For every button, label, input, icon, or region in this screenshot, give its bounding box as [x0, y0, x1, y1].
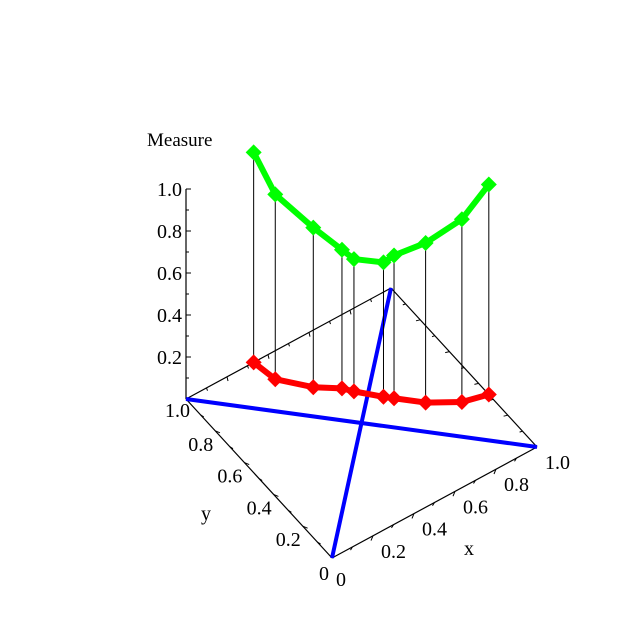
y-tick [273, 493, 279, 497]
projection-point [267, 371, 284, 388]
back-x-tick [267, 354, 270, 359]
x-tick-label: 1.0 [545, 452, 570, 474]
x-tick [432, 502, 435, 506]
diagonal-line [185, 397, 538, 449]
back-y-tick [415, 319, 421, 322]
y-tick-label: 0.2 [276, 529, 301, 551]
y-tick-label: 0 [319, 563, 329, 585]
back-x-tick [226, 376, 229, 382]
z-axis-title: Measure [147, 130, 212, 151]
x-axis-title: x [464, 538, 474, 560]
x-tick [452, 491, 456, 497]
curve-point [417, 234, 434, 251]
projection-point [305, 379, 322, 396]
projection-point [386, 390, 403, 407]
back-y-tick [503, 414, 508, 417]
x-tick [391, 524, 394, 529]
curve-point [333, 241, 350, 258]
y-tick-label: 0.8 [188, 434, 213, 456]
projection-curve [245, 354, 497, 411]
measure-curve [245, 144, 497, 271]
z-tick-label: 1.0 [157, 179, 182, 201]
projection-point [417, 394, 434, 411]
x-tick [350, 546, 353, 551]
projection-point [375, 388, 392, 405]
y-tick [244, 462, 250, 466]
y-tick [215, 430, 221, 434]
x-tick [493, 469, 497, 475]
back-x-tick [206, 387, 208, 391]
projection-point [245, 354, 262, 371]
curve-line [250, 150, 492, 266]
back-y-tick [474, 382, 479, 385]
back-x-tick [247, 365, 249, 369]
curve-point [480, 176, 497, 193]
curve-point [375, 254, 392, 271]
z-tick-label: 0.4 [157, 305, 182, 327]
x-tick-label: 0.8 [504, 474, 529, 496]
y-tick [287, 509, 292, 513]
y-tick [258, 478, 263, 481]
back-y-tick [431, 335, 435, 338]
z-tick-label: 0.2 [157, 347, 182, 369]
axes [185, 188, 538, 559]
back-x-tick [349, 310, 352, 315]
back-y-tick [402, 303, 406, 306]
back-x-tick [370, 298, 372, 303]
curve-point [267, 186, 284, 203]
tick-labels: 00.20.40.60.81.000.20.40.60.81.00.20.40.… [157, 179, 570, 591]
y-tick-label: 1.0 [165, 400, 190, 422]
x-tick-label: 0.6 [463, 496, 488, 518]
projection-point [480, 386, 497, 403]
projection-point [345, 383, 362, 400]
y-tick [229, 446, 234, 450]
diagonal-lines [185, 287, 538, 559]
x-tick-label: 0 [336, 569, 346, 591]
back-y-tick [519, 430, 523, 433]
back-x-tick [288, 343, 290, 347]
back-y-tick [445, 351, 450, 354]
x-tick [473, 480, 476, 484]
x-tick-label: 0.2 [381, 541, 406, 563]
y-tick [302, 525, 308, 529]
x-tick [514, 457, 517, 462]
projection-point [333, 380, 350, 397]
curve-point [345, 251, 362, 268]
projection-point [453, 393, 470, 410]
y-axis-title: y [201, 503, 211, 525]
x-tick [370, 535, 374, 541]
vertical-stems [253, 152, 490, 403]
y-tick [200, 414, 205, 418]
y-tick [317, 541, 321, 545]
z-tick-label: 0.8 [157, 221, 182, 243]
back-x-tick [308, 332, 311, 337]
curve-point [245, 144, 262, 161]
y-tick-label: 0.6 [217, 466, 242, 488]
z-tick-label: 0.6 [157, 263, 182, 285]
curve-point [305, 219, 322, 236]
x-tick-label: 0.4 [422, 519, 447, 541]
curve-point [453, 211, 470, 228]
curve-point [386, 247, 403, 264]
back-x-tick [329, 321, 331, 325]
projection-line [251, 360, 490, 406]
y-tick-label: 0.4 [247, 497, 272, 519]
x-tick [411, 513, 415, 519]
